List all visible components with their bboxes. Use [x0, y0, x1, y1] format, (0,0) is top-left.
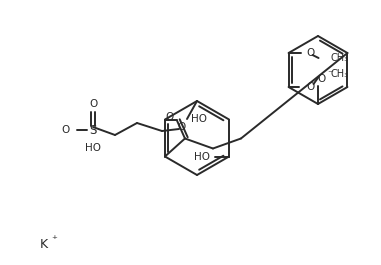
- Text: O: O: [62, 125, 70, 135]
- Text: O: O: [89, 99, 97, 109]
- Text: ⁺: ⁺: [51, 235, 57, 245]
- Text: S: S: [89, 123, 97, 136]
- Text: CH₃: CH₃: [331, 69, 349, 79]
- Text: CH₃: CH₃: [331, 53, 349, 63]
- Text: O: O: [307, 82, 315, 92]
- Text: HO: HO: [194, 152, 210, 161]
- Text: HO: HO: [191, 114, 207, 125]
- Text: ⁻: ⁻: [327, 69, 333, 79]
- Text: K: K: [40, 238, 48, 251]
- Text: O: O: [317, 74, 325, 84]
- Text: O: O: [178, 122, 186, 132]
- Text: O: O: [307, 48, 315, 58]
- Text: HO: HO: [85, 143, 101, 153]
- Text: O: O: [166, 112, 174, 121]
